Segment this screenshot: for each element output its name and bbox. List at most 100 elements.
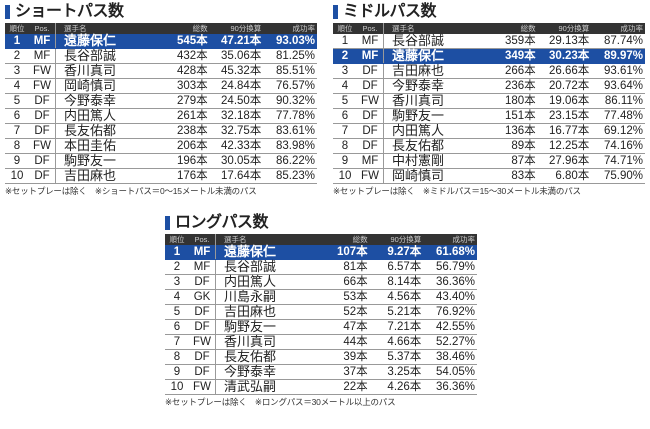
cell-rank: 8	[5, 138, 29, 154]
cell-rank: 9	[333, 153, 357, 169]
cell-per-90: 6.80本	[537, 168, 592, 184]
cell-rank: 6	[5, 108, 29, 124]
cell-per-90: 3.25本	[369, 364, 424, 380]
cell-rank: 1	[333, 34, 357, 49]
cell-position: MF	[29, 34, 56, 49]
cell-per-90: 30.23本	[537, 48, 592, 64]
cell-success-rate: 54.05%	[423, 364, 477, 380]
cell-player-name: 岡崎慎司	[55, 78, 156, 94]
cell-position: DF	[189, 274, 216, 290]
cell-total: 151本	[484, 108, 538, 124]
cell-player-name: 遠藤保仁	[55, 34, 156, 49]
cell-success-rate: 43.40%	[423, 289, 477, 305]
cell-rank: 5	[5, 93, 29, 109]
table-row: 4 FW 岡崎慎司 303本 24.84本 76.57%	[5, 78, 317, 94]
header-rank: 順位	[5, 23, 29, 34]
header-success-rate: 成功率	[263, 23, 317, 34]
cell-player-name: 今野泰幸	[55, 93, 156, 109]
cell-rank: 4	[333, 78, 357, 94]
header-player-name: 選手名	[55, 23, 156, 34]
cell-total: 176本	[156, 168, 210, 184]
header-total: 総数	[156, 23, 210, 34]
cell-per-90: 30.05本	[209, 153, 264, 169]
cell-position: MF	[29, 48, 56, 64]
header-success-rate: 成功率	[423, 234, 477, 245]
cell-position: FW	[357, 93, 384, 109]
cell-rank: 2	[5, 48, 29, 64]
cell-player-name: 吉田麻也	[215, 304, 316, 320]
cell-rank: 3	[165, 274, 189, 290]
cell-position: DF	[29, 123, 56, 139]
table-row: 7 DF 内田篤人 136本 16.77本 69.12%	[333, 123, 645, 139]
cell-player-name: 吉田麻也	[55, 168, 156, 184]
table-row: 10 FW 清武弘嗣 22本 4.26本 36.36%	[165, 379, 477, 395]
cell-position: MF	[189, 259, 216, 275]
table-row: 1 MF 遠藤保仁 107本 9.27本 61.68%	[165, 245, 477, 260]
cell-position: FW	[189, 379, 216, 395]
cell-player-name: 吉田麻也	[383, 63, 484, 79]
cell-total: 359本	[484, 34, 538, 49]
cell-per-90: 16.77本	[537, 123, 592, 139]
cell-position: DF	[189, 349, 216, 365]
cell-rank: 5	[333, 93, 357, 109]
cell-per-90: 32.18本	[209, 108, 264, 124]
cell-total: 47本	[316, 319, 370, 335]
cell-position: DF	[29, 153, 56, 169]
cell-success-rate: 76.92%	[423, 304, 477, 320]
cell-success-rate: 86.11%	[591, 93, 645, 109]
cell-per-90: 42.33本	[209, 138, 264, 154]
header-per-90: 90分換算	[537, 23, 592, 34]
cell-position: DF	[357, 123, 384, 139]
cell-rank: 6	[333, 108, 357, 124]
cell-position: GK	[189, 289, 216, 305]
cell-success-rate: 75.90%	[591, 168, 645, 184]
title-bar-icon	[165, 215, 170, 230]
cell-player-name: 長友佑都	[383, 138, 484, 154]
table-row: 3 DF 内田篤人 66本 8.14本 36.36%	[165, 274, 477, 290]
cell-total: 53本	[316, 289, 370, 305]
title-text: ロングパス数	[175, 214, 269, 231]
cell-success-rate: 93.61%	[591, 63, 645, 79]
cell-total: 89本	[484, 138, 538, 154]
cell-success-rate: 36.36%	[423, 274, 477, 290]
cell-success-rate: 52.27%	[423, 334, 477, 350]
header-per-90: 90分換算	[369, 234, 424, 245]
header-row: 順位 Pos. 選手名 総数 90分換算 成功率	[5, 23, 317, 34]
title-text: ミドルパス数	[343, 3, 437, 20]
cell-player-name: 長谷部誠	[55, 48, 156, 64]
cell-success-rate: 56.79%	[423, 259, 477, 275]
cell-per-90: 4.66本	[369, 334, 424, 350]
cell-per-90: 4.56本	[369, 289, 424, 305]
cell-player-name: 長友佑都	[55, 123, 156, 139]
cell-total: 22本	[316, 379, 370, 395]
table-row: 9 MF 中村憲剛 87本 27.96本 74.71%	[333, 153, 645, 169]
long-pass-section: ロングパス数 順位 Pos. 選手名 総数 90分換算 成功率 1 MF 遠藤保仁 107本 9.27…	[165, 214, 477, 408]
cell-total: 87本	[484, 153, 538, 169]
table-row: 3 FW 香川真司 428本 45.32本 85.51%	[5, 63, 317, 79]
table-row: 1 MF 遠藤保仁 545本 47.21本 93.03%	[5, 34, 317, 49]
title-bar-icon	[333, 4, 338, 19]
cell-player-name: 長谷部誠	[215, 259, 316, 275]
table-row: 6 DF 内田篤人 261本 32.18本 77.78%	[5, 108, 317, 124]
cell-total: 432本	[156, 48, 210, 64]
header-total: 総数	[484, 23, 538, 34]
cell-rank: 2	[165, 259, 189, 275]
table-row: 2 MF 長谷部誠 81本 6.57本 56.79%	[165, 259, 477, 275]
cell-total: 81本	[316, 259, 370, 275]
cell-rank: 1	[5, 34, 29, 49]
cell-position: DF	[357, 138, 384, 154]
cell-position: FW	[189, 334, 216, 350]
cell-player-name: 内田篤人	[55, 108, 156, 124]
cell-per-90: 24.84本	[209, 78, 264, 94]
cell-success-rate: 89.97%	[591, 48, 645, 64]
table-row: 3 DF 吉田麻也 266本 26.66本 93.61%	[333, 63, 645, 79]
cell-player-name: 内田篤人	[383, 123, 484, 139]
cell-rank: 4	[5, 78, 29, 94]
cell-per-90: 17.64本	[209, 168, 264, 184]
cell-total: 545本	[156, 34, 210, 49]
cell-success-rate: 74.16%	[591, 138, 645, 154]
footnote: ※セットプレーは除く ※ショートパス＝0〜15メートル未満のパス	[5, 186, 257, 196]
cell-per-90: 47.21本	[209, 34, 264, 49]
header-position: Pos.	[357, 23, 384, 34]
table-row: 9 DF 駒野友一 196本 30.05本 86.22%	[5, 153, 317, 169]
